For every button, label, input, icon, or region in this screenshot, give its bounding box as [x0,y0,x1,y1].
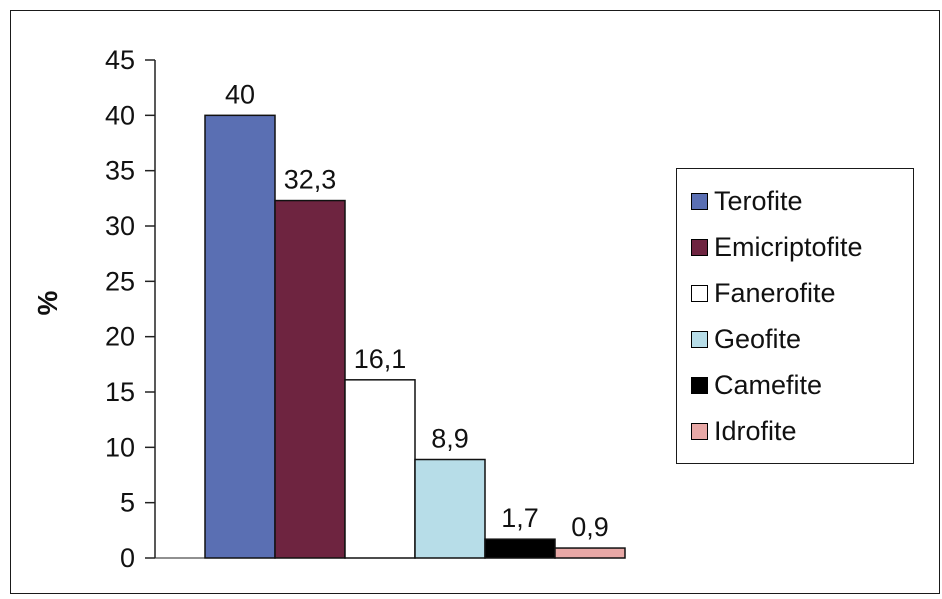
bar-fanerofite [344,379,416,559]
y-tick-label: 5 [120,488,135,518]
legend-label: Idrofite [714,415,797,446]
legend: Terofite Emicriptofite Fanerofite Geofite Ca… [676,168,914,464]
y-tick-label: 20 [105,322,135,352]
legend-label: Terofite [714,185,803,216]
bar-value-label: 1,7 [501,503,539,533]
bar-value-label: 40 [225,79,255,109]
bar-value-label: 8,9 [431,424,469,454]
y-tick-label: 35 [105,156,135,186]
y-tick-label: 25 [105,266,135,296]
bar-geofite [414,458,486,559]
legend-item-emicriptofite: Emicriptofite [691,224,913,270]
legend-item-terofite: Terofite [691,178,913,224]
y-tick-label: 0 [120,543,135,573]
legend-swatch [691,376,708,394]
legend-item-fanerofite: Fanerofite [691,270,913,316]
legend-swatch [691,422,708,440]
bar-emicriptofite [274,199,346,559]
y-axis-label: % [32,290,63,315]
bar-value-label: 16,1 [354,344,407,374]
legend-item-idrofite: Idrofite [691,408,913,454]
bars [204,114,626,559]
bar-camefite [484,538,556,559]
chart-frame [10,10,940,594]
legend-label: Fanerofite [714,277,836,308]
legend-swatch [691,284,708,302]
y-tick-label: 15 [105,377,135,407]
value-labels: 40 32,3 16,1 8,9 1,7 0,9 [225,79,609,542]
bar-value-label: 32,3 [284,165,337,195]
bar-idrofite [554,547,626,559]
y-axis: 0 5 10 15 20 25 30 35 40 45 [105,45,625,573]
legend-swatch [691,238,708,256]
legend-swatch [691,192,708,210]
y-tick-label: 40 [105,100,135,130]
legend-item-geofite: Geofite [691,316,913,362]
legend-swatch [691,330,708,348]
legend-item-camefite: Camefite [691,362,913,408]
y-tick-label: 30 [105,211,135,241]
legend-label: Emicriptofite [714,231,863,262]
bar-terofite [204,114,276,559]
legend-label: Geofite [714,323,802,354]
bar-value-label: 0,9 [571,512,609,542]
y-tick-label: 45 [105,45,135,75]
y-tick-label: 10 [105,432,135,462]
legend-label: Camefite [714,369,823,400]
